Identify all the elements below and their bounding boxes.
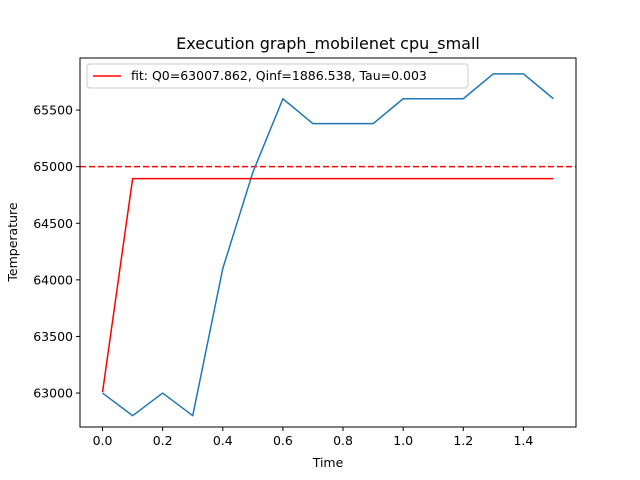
x-tick-label: 1.4: [513, 433, 533, 448]
x-tick-label: 0.2: [153, 433, 173, 448]
y-tick-label: 63500: [33, 329, 73, 344]
x-tick-label: 1.2: [453, 433, 473, 448]
x-axis: 0.0 0.2 0.4 0.6 0.8 1.0 1.2 1.4: [93, 427, 533, 448]
legend: fit: Q0=63007.862, Qinf=1886.538, Tau=0.…: [86, 63, 469, 89]
y-tick-label: 63000: [33, 386, 73, 401]
y-tick-label: 64500: [33, 216, 73, 231]
x-axis-label: Time: [312, 455, 344, 470]
y-axis: 63000 63500 64000 64500 65000 65500: [33, 103, 80, 401]
x-tick-label: 1.0: [393, 433, 413, 448]
series-line-fit: [101, 177, 554, 393]
x-tick-label: 0.4: [213, 433, 233, 448]
y-tick-label: 64000: [33, 272, 73, 287]
legend-label-fit: fit: Q0=63007.862, Qinf=1886.538, Tau=0.…: [131, 68, 427, 83]
x-tick-label: 0.6: [273, 433, 293, 448]
series-line-measured: [102, 73, 554, 417]
legend-box: [86, 63, 469, 89]
y-tick-label: 65000: [33, 159, 73, 174]
x-tick-label: 0.8: [333, 433, 353, 448]
chart-title: Execution graph_mobilenet cpu_small: [176, 34, 480, 54]
y-axis-label: Temperature: [5, 202, 20, 282]
plot-area: [80, 73, 576, 417]
plot-frame: [79, 57, 577, 428]
y-tick-label: 65500: [33, 103, 73, 118]
x-tick-label: 0.0: [93, 433, 113, 448]
